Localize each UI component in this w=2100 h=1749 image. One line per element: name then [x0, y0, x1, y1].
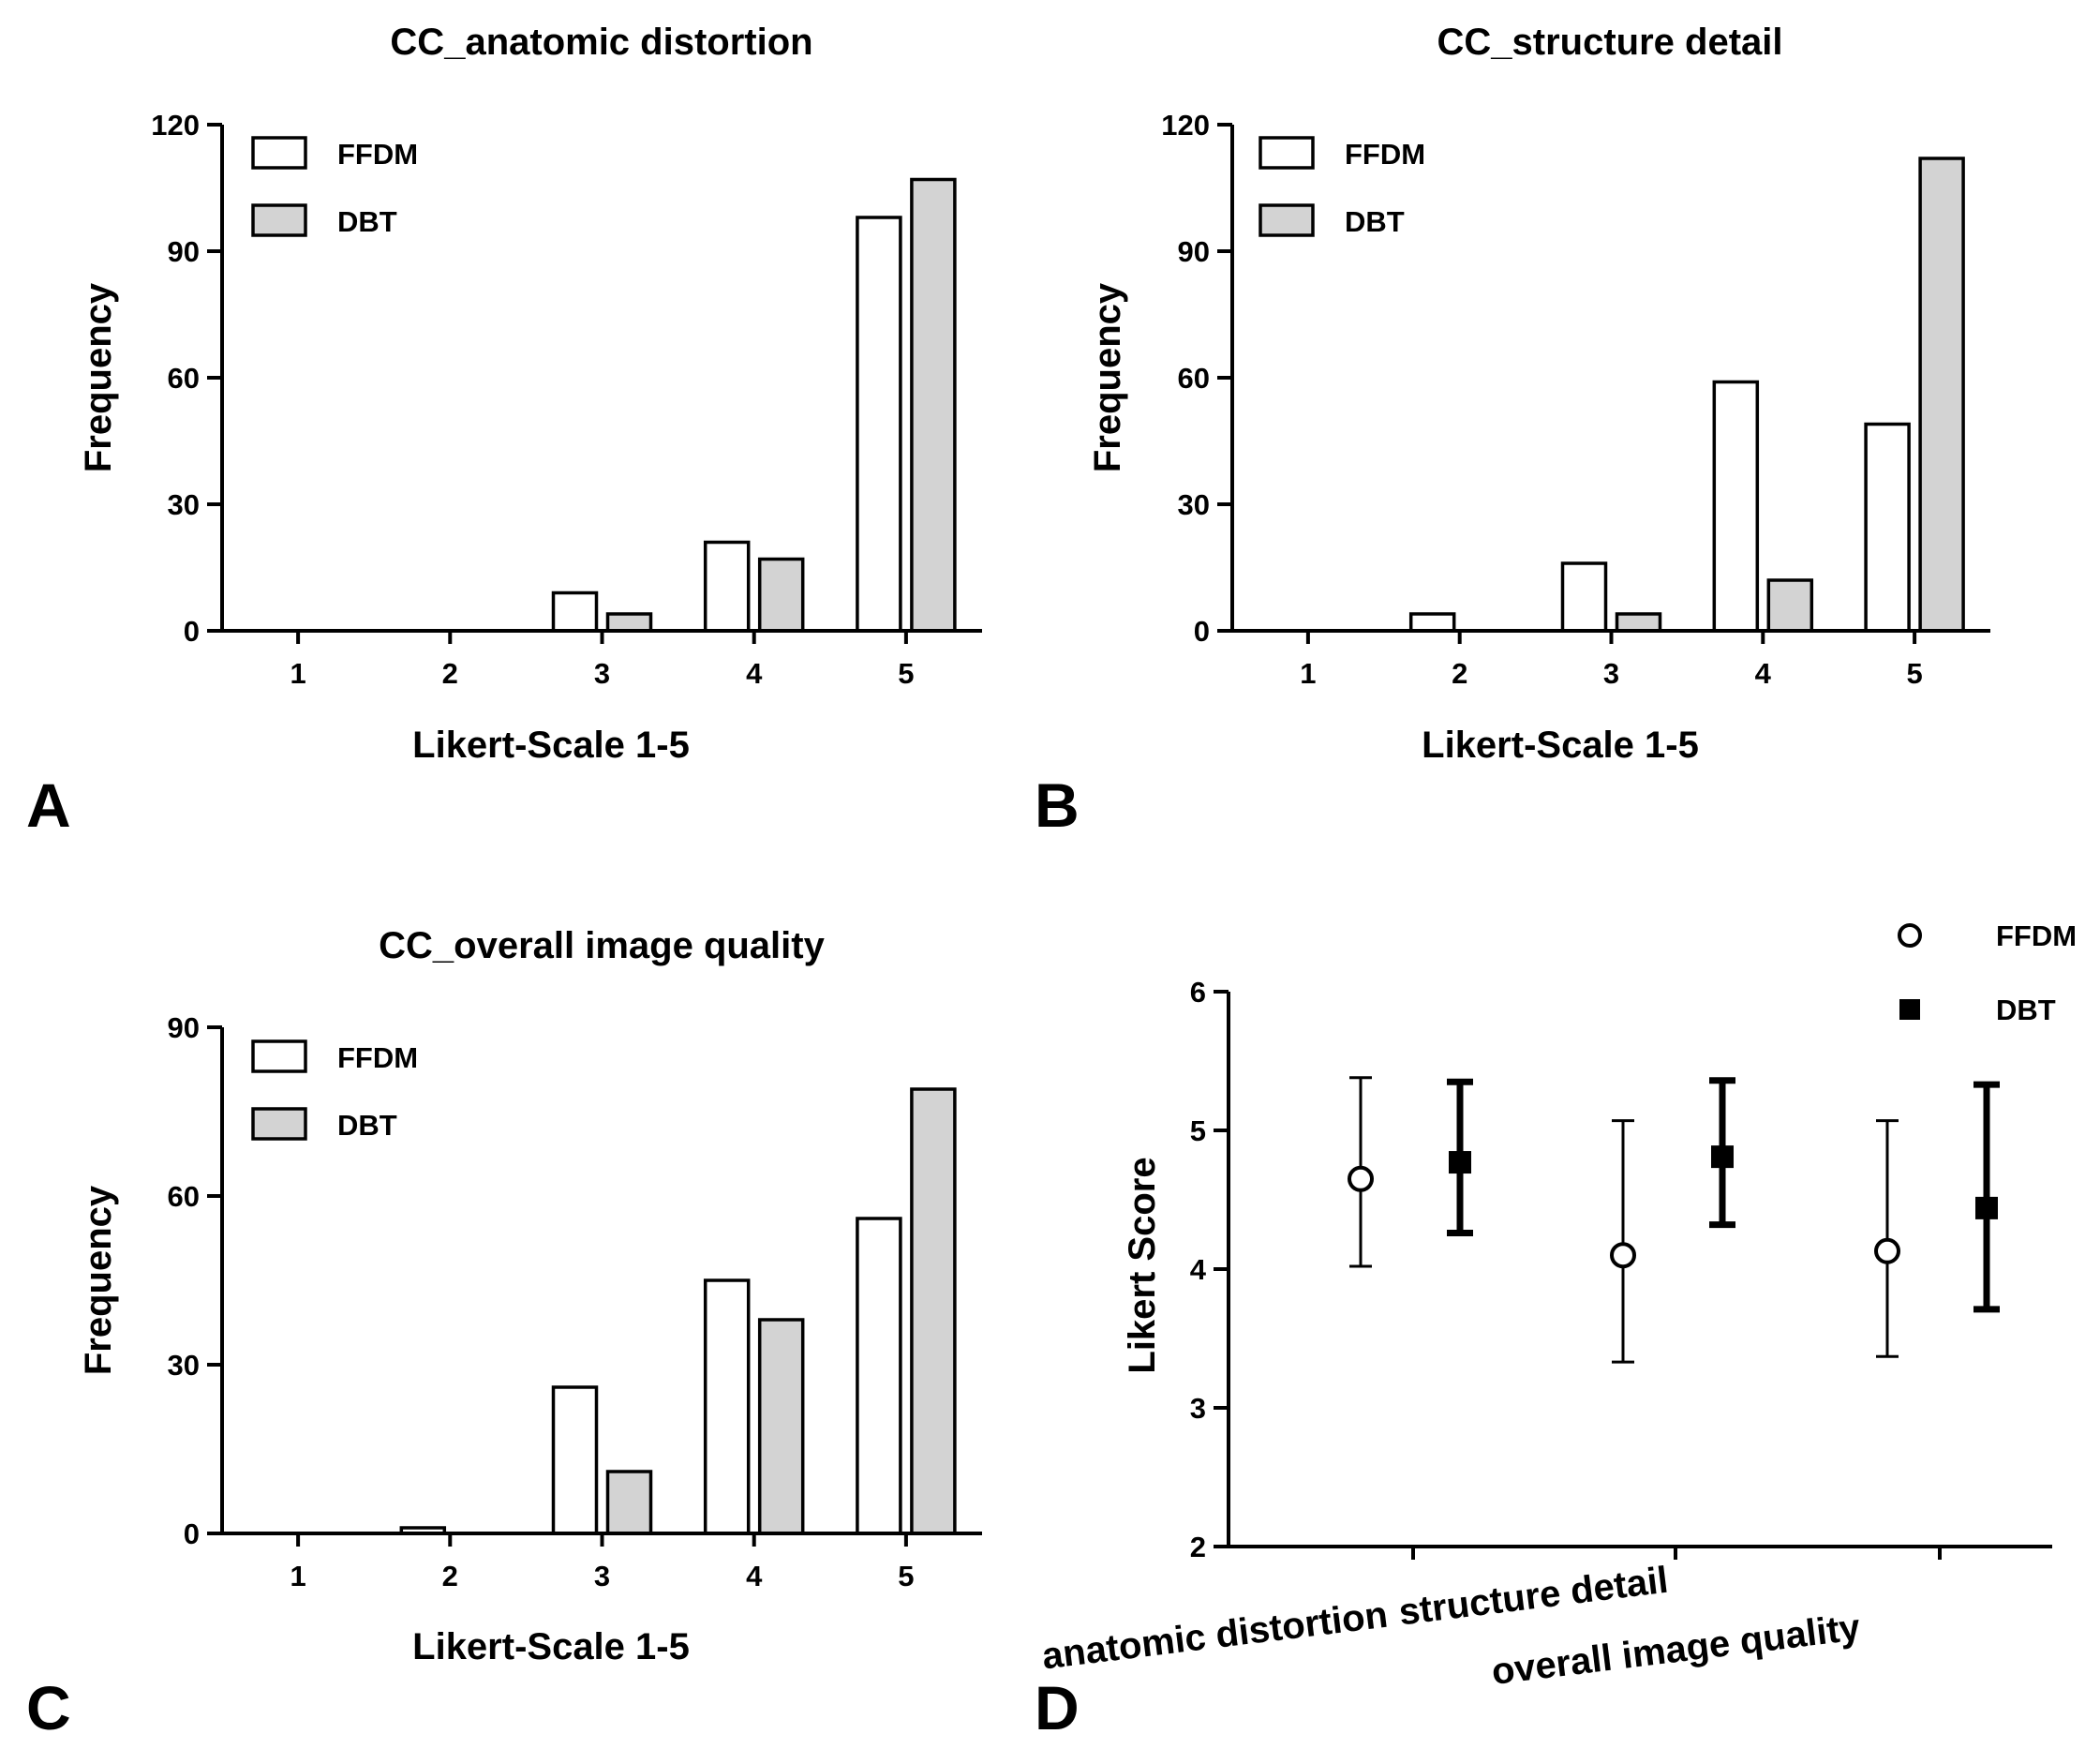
point-ffdm-1 — [1610, 1242, 1636, 1269]
legend-swatch-dbt — [1259, 203, 1315, 237]
y-tick-label: 30 — [168, 488, 200, 521]
x-tick-label: 2 — [442, 1560, 458, 1592]
x-tick-label: 2 — [442, 657, 458, 690]
legend-label-ffdm: FFDM — [337, 1041, 418, 1074]
legend-label-ffdm: FFDM — [1345, 138, 1425, 171]
legend-swatch-ffdm — [1259, 136, 1315, 170]
chart-title: CC_structure detail — [1437, 22, 1783, 63]
legend-marker-dbt — [1899, 999, 1920, 1020]
y-tick-label: 3 — [1190, 1392, 1206, 1425]
y-tick-label: 2 — [1190, 1531, 1206, 1563]
bar-ffdm-5 — [856, 1217, 902, 1535]
y-tick-label: 60 — [1178, 362, 1210, 395]
x-category-label: structure detail — [1396, 1560, 1670, 1634]
legend-swatch-dbt — [251, 1107, 307, 1141]
chart-title: CC_anatomic distortion — [390, 22, 812, 63]
panel-letter: D — [1035, 1673, 1080, 1742]
bar-ffdm-4 — [703, 540, 751, 633]
legend-label-dbt: DBT — [1345, 205, 1405, 238]
x-category-label: overall image quality — [1489, 1607, 1863, 1693]
y-axis-label: Frequency — [78, 1185, 119, 1375]
legend-swatch-dbt — [251, 203, 307, 237]
x-axis-label: Likert-Scale 1-5 — [412, 1626, 690, 1667]
panel-c: CC_overall image quality 0 30 60 90 1 2 3 4 5 Like… — [26, 925, 982, 1742]
panel-b: CC_structure detail 0 30 60 90 120 1 2 3 4 5 Likert… — [1035, 22, 1990, 840]
bar-dbt-3 — [605, 1470, 653, 1535]
x-tick-label: 3 — [1603, 657, 1619, 690]
bar-ffdm-5 — [856, 216, 902, 633]
x-tick-label: 1 — [1300, 657, 1316, 690]
panel-d: 2 3 4 5 6 anatomic distortion structure detail… — [1035, 919, 2077, 1742]
bar-ffdm-4 — [703, 1278, 751, 1535]
x-tick-label: 5 — [1906, 657, 1922, 690]
point-dbt-2 — [1975, 1196, 1998, 1219]
x-axis-label: Likert-Scale 1-5 — [1422, 725, 1699, 766]
panel-a: CC_anatomic distortion 0 30 60 90 120 1 2 3 4 5 Lik… — [26, 22, 982, 840]
point-dbt-1 — [1711, 1145, 1734, 1169]
bar-dbt-5 — [910, 177, 957, 633]
y-tick-label: 4 — [1190, 1253, 1207, 1286]
y-tick-label: 30 — [1178, 488, 1210, 521]
y-axis-label: Likert Score — [1122, 1157, 1163, 1373]
y-axis-label: Frequency — [78, 282, 119, 472]
bar-ffdm-3 — [1560, 561, 1608, 633]
x-tick-label: 4 — [746, 657, 763, 690]
y-tick-label: 0 — [184, 615, 200, 648]
bar-ffdm-2 — [1408, 612, 1456, 633]
y-tick-label: 6 — [1190, 976, 1206, 1009]
x-tick-label: 1 — [290, 657, 305, 690]
x-tick-label: 3 — [594, 657, 610, 690]
y-tick-label: 60 — [168, 362, 200, 395]
chart-title: CC_overall image quality — [379, 925, 825, 966]
bar-dbt-4 — [1766, 578, 1814, 633]
legend-label-dbt: DBT — [1996, 994, 2056, 1026]
point-dbt-0 — [1449, 1151, 1471, 1174]
point-ffdm-2 — [1874, 1237, 1900, 1264]
legend-label-dbt: DBT — [337, 205, 397, 238]
y-tick-label: 30 — [168, 1349, 200, 1382]
bar-dbt-4 — [757, 1318, 805, 1535]
y-tick-label: 90 — [168, 1011, 200, 1044]
bar-dbt-5 — [1918, 157, 1965, 633]
x-tick-label: 4 — [746, 1560, 763, 1592]
x-axis-label: Likert-Scale 1-5 — [412, 725, 690, 766]
bar-ffdm-3 — [551, 1385, 599, 1535]
x-tick-label: 5 — [898, 1560, 914, 1592]
x-tick-label: 3 — [594, 1560, 610, 1592]
y-tick-label: 90 — [168, 235, 200, 268]
y-tick-label: 90 — [1178, 235, 1210, 268]
legend-label-dbt: DBT — [337, 1109, 397, 1142]
point-ffdm-0 — [1348, 1165, 1374, 1192]
y-tick-label: 5 — [1190, 1114, 1206, 1147]
bar-dbt-3 — [1615, 612, 1662, 633]
bar-ffdm-3 — [551, 590, 599, 633]
y-tick-label: 120 — [1161, 109, 1210, 142]
y-tick-label: 120 — [151, 109, 200, 142]
legend-swatch-ffdm — [251, 1039, 307, 1073]
legend-marker-ffdm — [1898, 923, 1922, 948]
bar-dbt-4 — [757, 557, 805, 633]
x-tick-label: 4 — [1755, 657, 1772, 690]
legend-swatch-ffdm — [251, 136, 307, 170]
legend-label-ffdm: FFDM — [337, 138, 418, 171]
x-tick-label: 1 — [290, 1560, 305, 1592]
y-axis-label: Frequency — [1087, 282, 1128, 472]
x-category-label: anatomic distortion — [1040, 1594, 1391, 1678]
bar-dbt-3 — [605, 612, 653, 633]
x-tick-label: 5 — [898, 657, 914, 690]
bar-dbt-5 — [910, 1087, 957, 1535]
panel-letter: B — [1035, 770, 1080, 840]
panel-letter: C — [26, 1673, 71, 1742]
bar-ffdm-4 — [1712, 380, 1760, 633]
bar-ffdm-5 — [1864, 422, 1911, 633]
y-tick-label: 0 — [1194, 615, 1210, 648]
y-tick-label: 60 — [168, 1180, 200, 1213]
panel-letter: A — [26, 770, 71, 840]
legend-label-ffdm: FFDM — [1996, 919, 2077, 952]
x-tick-label: 2 — [1452, 657, 1467, 690]
y-tick-label: 0 — [184, 1517, 200, 1550]
